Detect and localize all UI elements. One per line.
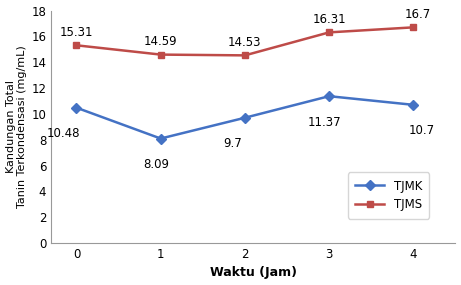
Line: TJMS: TJMS [73, 24, 417, 59]
Text: 14.53: 14.53 [228, 36, 262, 49]
TJMK [326, 94, 332, 98]
Text: 16.31: 16.31 [312, 13, 346, 26]
X-axis label: Waktu (Jam): Waktu (Jam) [210, 266, 297, 280]
TJMK [242, 116, 248, 119]
Text: 16.7: 16.7 [404, 8, 431, 21]
Y-axis label: Kandungan Total
Tanin Terkondensasi (mg/mL): Kandungan Total Tanin Terkondensasi (mg/… [6, 45, 27, 208]
Text: 8.09: 8.09 [143, 158, 170, 171]
Line: TJMK: TJMK [73, 93, 417, 142]
TJMS [411, 26, 416, 29]
Text: 10.48: 10.48 [47, 127, 81, 140]
Text: 11.37: 11.37 [308, 115, 342, 129]
TJMS [242, 54, 248, 57]
Text: 9.7: 9.7 [223, 137, 242, 150]
Text: 15.31: 15.31 [60, 26, 93, 39]
TJMS [326, 31, 332, 34]
TJMS [158, 53, 164, 56]
Text: 10.7: 10.7 [409, 124, 435, 137]
TJMK [158, 137, 164, 140]
Legend: TJMK, TJMS: TJMK, TJMS [348, 172, 429, 219]
TJMS [74, 44, 79, 47]
TJMK [74, 106, 79, 109]
TJMK [411, 103, 416, 107]
Text: 14.59: 14.59 [144, 35, 177, 48]
